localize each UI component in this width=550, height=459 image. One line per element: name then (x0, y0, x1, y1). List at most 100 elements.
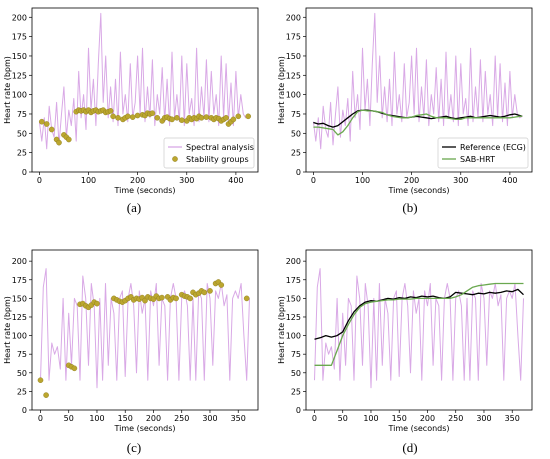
y-tick-label: 175 (12, 33, 27, 42)
x-tick-label: 0 (37, 176, 42, 185)
x-tick-label: 400 (502, 176, 517, 185)
data-point (218, 282, 225, 288)
series-line-sab-hrt (313, 109, 523, 136)
x-tick-label: 0 (311, 176, 316, 185)
legend-box (163, 137, 255, 169)
series-line-s0 (312, 12, 523, 150)
chart-panel-a: 0 100 200 300 4000255075100125150175200Time … (3, 7, 259, 215)
legend-entry: Spectral analysis (186, 143, 254, 152)
data-point (235, 113, 242, 120)
data-point (154, 115, 161, 121)
y-tick-label: 100 (286, 91, 301, 100)
legend-entry: Stability groups (186, 155, 249, 164)
y-tick-label: 75 (17, 110, 27, 119)
y-tick-label: 200 (12, 257, 27, 266)
data-point (66, 136, 72, 143)
x-tick-label: 0 (312, 414, 317, 423)
chart-panel-c: 0 50 100 150 200 250 300 350 0 25 50 75 100 125 150 175… (3, 249, 259, 455)
y-tick-label: 150 (12, 52, 27, 61)
y-tick-label: 25 (291, 387, 301, 396)
data-point (115, 115, 121, 121)
y-tick-label: 200 (286, 13, 301, 22)
data-point (94, 300, 100, 307)
series-line-spectral-analysis (38, 12, 249, 150)
x-tick-label: 100 (81, 176, 96, 185)
x-tick-label: 300 (453, 176, 468, 185)
data-point (207, 288, 213, 294)
y-tick-label: 100 (12, 91, 27, 100)
series-line-s1 (314, 288, 524, 340)
x-tick-label: 250 (448, 414, 463, 423)
legend-box (437, 137, 529, 169)
y-axis-label: Heart rate (bpm) (3, 56, 12, 124)
x-tick-label: 150 (118, 414, 133, 423)
x-tick-label: 50 (338, 414, 348, 423)
y-tick-label: 25 (291, 149, 301, 158)
data-point (174, 115, 180, 121)
data-point (56, 139, 62, 146)
x-tick-label: 150 (392, 414, 407, 423)
panel-caption: (b) (402, 200, 417, 215)
y-tick-label: 25 (17, 149, 27, 158)
data-point (37, 377, 44, 384)
x-tick-label: 100 (363, 414, 378, 423)
y-tick-label: 50 (291, 129, 301, 138)
data-point (149, 110, 156, 116)
series-line-reference-ecg- (313, 109, 523, 128)
x-tick-label: 100 (89, 414, 104, 423)
legend: Reference (ECG) SAB-HRT (437, 137, 529, 169)
data-point (125, 113, 131, 120)
x-axis-label: Time (seconds) (113, 186, 175, 195)
data-point (198, 115, 205, 121)
panel-caption: (c) (127, 440, 141, 455)
data-point (201, 289, 208, 296)
data-point (142, 297, 148, 304)
x-tick-label: 400 (228, 176, 243, 185)
data-point (203, 114, 210, 120)
data-point (107, 108, 114, 114)
data-point (134, 112, 141, 119)
x-tick-label: 200 (130, 176, 145, 185)
plot-area (38, 12, 251, 150)
data-point (43, 392, 49, 398)
chart-panel-b: 0 100 200 300 4000255075100125150175200Time … (277, 7, 533, 215)
series-line-s0 (40, 268, 250, 389)
axes-frame (31, 249, 259, 411)
plot-area (37, 268, 250, 398)
legend-entry: Reference (ECG) (460, 143, 526, 152)
y-tick-label: 50 (17, 369, 27, 378)
data-point (243, 295, 250, 302)
x-tick-label: 100 (355, 176, 370, 185)
legend-entry: SAB-HRT (460, 155, 495, 164)
axes-frame (31, 7, 259, 173)
y-tick-label: 75 (291, 350, 301, 359)
data-point (110, 113, 116, 120)
x-tick-label: 0 (38, 414, 43, 423)
plot-area (312, 12, 523, 150)
y-tick-label: 0 (296, 406, 301, 415)
x-axis-label: Time (seconds) (387, 424, 449, 433)
y-tick-label: 75 (17, 350, 27, 359)
x-tick-label: 250 (174, 414, 189, 423)
y-tick-label: 0 (22, 168, 27, 177)
axes-frame (305, 249, 533, 411)
plot-area (314, 268, 524, 389)
data-point (43, 121, 50, 127)
y-axis-label: Heart rate (bpm) (277, 56, 286, 124)
data-point (230, 116, 237, 123)
y-tick-label: 150 (286, 294, 301, 303)
panel-caption: (d) (402, 440, 417, 455)
data-point (48, 126, 55, 133)
y-tick-label: 150 (12, 294, 27, 303)
x-tick-label: 350 (231, 414, 246, 423)
y-tick-label: 125 (12, 71, 27, 80)
data-point (173, 295, 179, 302)
series-line-s2 (314, 282, 524, 366)
y-tick-label: 125 (286, 71, 301, 80)
y-tick-label: 0 (22, 406, 27, 415)
y-tick-label: 200 (286, 257, 301, 266)
data-point (39, 118, 45, 125)
data-point (178, 117, 185, 123)
x-tick-label: 300 (179, 176, 194, 185)
x-axis-label: Time (seconds) (113, 424, 175, 433)
